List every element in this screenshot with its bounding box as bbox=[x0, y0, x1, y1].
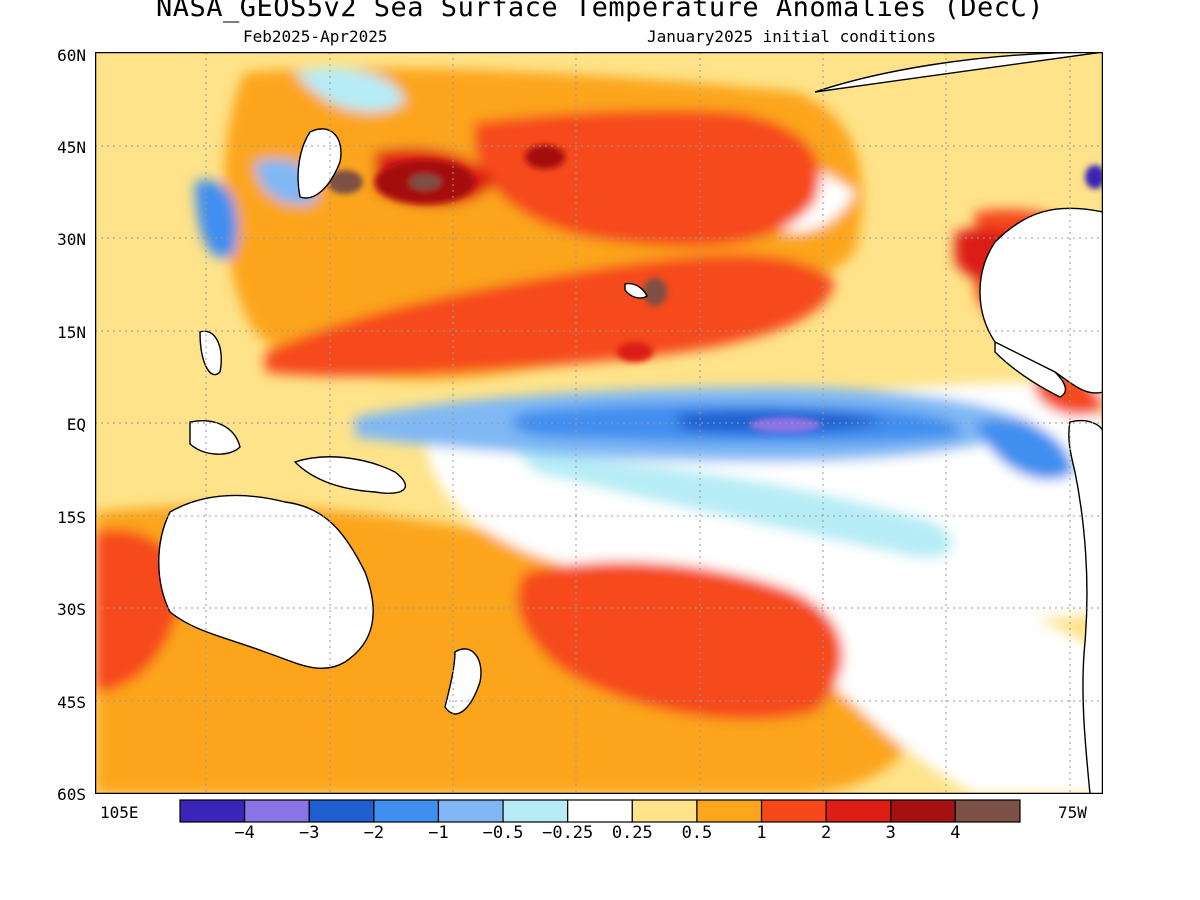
colorbar-tick-label: 4 bbox=[950, 823, 961, 843]
lat-label-60n: 60N bbox=[57, 46, 86, 65]
colorbar-tick-label: −2 bbox=[363, 823, 385, 843]
colorbar-tick-label: −1 bbox=[428, 823, 449, 843]
colorbar-tick-label: 2 bbox=[821, 823, 832, 843]
forecast-period: Feb2025-Apr2025 bbox=[243, 27, 388, 46]
lat-label-60s: 60S bbox=[57, 785, 86, 804]
colorbar-swatch bbox=[825, 799, 892, 823]
philippines bbox=[199, 330, 222, 376]
lat-label-45s: 45S bbox=[57, 693, 86, 712]
colorbar-tick-label: 0.5 bbox=[681, 823, 713, 843]
colorbar-swatch bbox=[567, 799, 633, 823]
central-america bbox=[994, 340, 1067, 398]
lat-label-30n: 30N bbox=[57, 230, 86, 249]
colorbar-swatch bbox=[373, 799, 440, 823]
sst-anomaly-map bbox=[95, 52, 1103, 794]
new-guinea bbox=[293, 456, 407, 494]
lat-label-15s: 15S bbox=[57, 508, 86, 527]
map-title: NASA_GEOS5v2 Sea Surface Temperature Ano… bbox=[155, 0, 1045, 23]
colorbar-swatch bbox=[502, 799, 569, 823]
colorbar-swatch bbox=[760, 799, 827, 823]
hawaii bbox=[624, 282, 648, 299]
colorbar-swatch bbox=[179, 799, 246, 823]
graticule bbox=[95, 52, 1103, 794]
colorbar-tick-label: 1 bbox=[756, 823, 767, 843]
colorbar-swatch bbox=[890, 799, 956, 823]
colorbar-swatch bbox=[631, 799, 698, 823]
colorbar-swatch bbox=[437, 799, 504, 823]
colorbar bbox=[179, 799, 1021, 823]
colorbar-swatch bbox=[954, 799, 1021, 823]
colorbar-tick-label: 3 bbox=[885, 823, 896, 843]
lon-label-left: 105E bbox=[100, 803, 139, 822]
colorbar-tick-label: −4 bbox=[234, 823, 255, 843]
lat-label-eq: EQ bbox=[66, 415, 86, 434]
lat-label-30s: 30S bbox=[57, 600, 86, 619]
lon-label-right: 75W bbox=[1058, 803, 1087, 822]
australia bbox=[158, 494, 374, 670]
colorbar-tick-label: −0.25 bbox=[542, 823, 594, 843]
colorbar-swatch bbox=[244, 799, 310, 823]
colorbar-tick-label: −3 bbox=[298, 823, 320, 843]
colorbar-tick-label: 0.25 bbox=[611, 823, 653, 843]
lat-label-15n: 15N bbox=[57, 323, 86, 342]
colorbar-tick-label: −0.5 bbox=[482, 823, 524, 843]
new-zealand bbox=[444, 648, 482, 715]
borneo bbox=[189, 420, 241, 455]
lat-label-45n: 45N bbox=[57, 138, 86, 157]
map-frame bbox=[95, 52, 1103, 794]
landmasses bbox=[158, 52, 1103, 794]
colorbar-swatch bbox=[308, 799, 375, 823]
initial-conditions-label: January2025 initial conditions bbox=[647, 27, 936, 46]
extreme-anomaly-spots bbox=[327, 145, 1103, 433]
colorbar-swatch bbox=[696, 799, 763, 823]
